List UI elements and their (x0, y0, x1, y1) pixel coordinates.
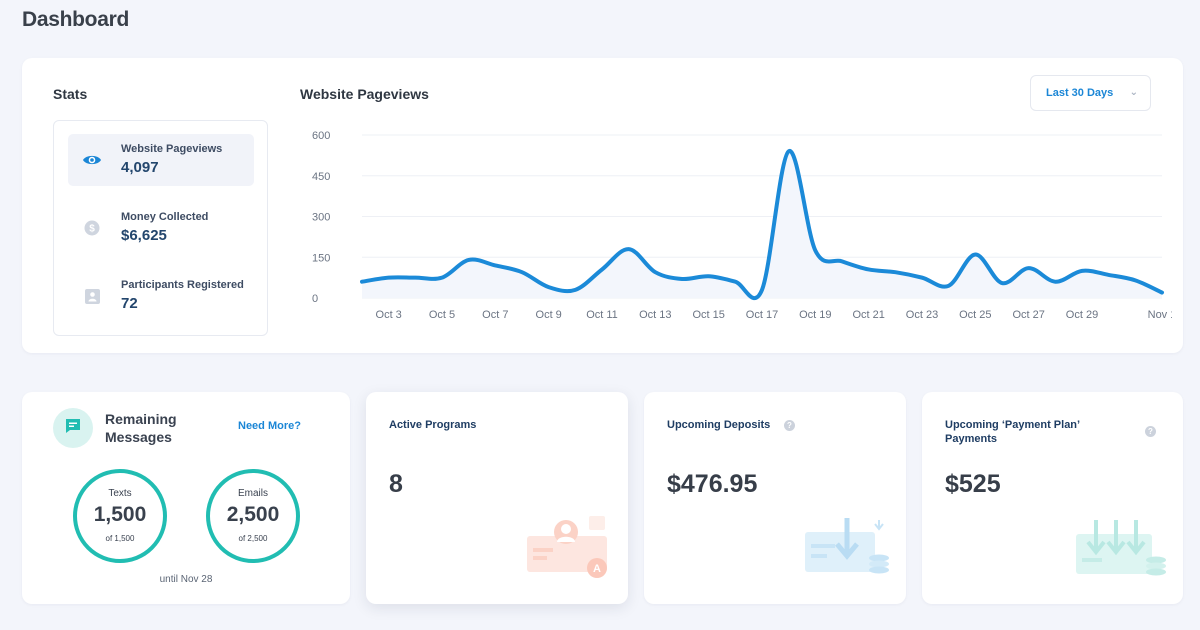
y-tick-label: 450 (312, 171, 330, 183)
pageviews-line (360, 149, 1164, 301)
stat-value: 72 (121, 295, 138, 312)
plan-title: Upcoming ‘Payment Plan’ Payments (945, 419, 1080, 445)
message-icon (64, 417, 82, 440)
texts-label: Texts (108, 488, 132, 499)
stats-title: Stats (53, 86, 88, 102)
active-programs-card[interactable]: Active Programs 8 A (366, 392, 628, 604)
texts-ring: Texts 1,500 of 1,500 (73, 469, 167, 563)
stat-value: 4,097 (121, 159, 159, 176)
x-tick-label: Oct 7 (482, 309, 508, 321)
help-icon[interactable]: ? (1145, 426, 1156, 437)
plan-value: $525 (945, 470, 1001, 498)
until-date: until Nov 28 (159, 574, 213, 585)
svg-text:$: $ (89, 224, 95, 235)
x-tick-label: Oct 29 (1066, 309, 1098, 321)
dollar-icon: $ (81, 217, 103, 239)
stat-item-money[interactable]: $ Money Collected $6,625 (68, 202, 254, 254)
y-tick-label: 150 (312, 252, 330, 264)
x-tick-label: Oct 11 (586, 309, 618, 321)
stats-list: Website Pageviews 4,097 $ Money Collecte… (53, 120, 268, 336)
chart-title: Website Pageviews (300, 86, 429, 102)
svg-text:A: A (593, 563, 601, 575)
x-tick-label: Oct 21 (852, 309, 884, 321)
remaining-messages-card: Remaining Messages Need More? Texts 1,50… (22, 392, 350, 604)
chevron-down-icon: ⌄ (1129, 87, 1138, 98)
stat-label: Participants Registered (121, 279, 244, 291)
stats-card: Stats Website Pageviews 4,097 $ Money Co… (22, 58, 1183, 353)
emails-sub: of 2,500 (238, 534, 268, 543)
x-tick-label: Oct 27 (1012, 309, 1044, 321)
y-tick-label: 300 (312, 212, 330, 224)
stat-item-participants[interactable]: Participants Registered 72 (68, 270, 254, 322)
emails-ring: Emails 2,500 of 2,500 (206, 469, 300, 563)
stat-label: Website Pageviews (121, 143, 223, 155)
programs-title: Active Programs (389, 419, 477, 431)
date-range-select[interactable]: Last 30 Days ⌄ (1030, 75, 1151, 111)
payment-plan-illustration-icon (1076, 520, 1166, 576)
texts-value: 1,500 (93, 503, 147, 526)
x-tick-label: Oct 9 (536, 309, 562, 321)
x-tick-label: Oct 15 (692, 309, 724, 321)
programs-illustration-icon: A (527, 516, 607, 578)
y-tick-label: 600 (312, 130, 330, 142)
x-tick-label: Oct 25 (959, 309, 991, 321)
deposit-illustration-icon (805, 518, 889, 574)
upcoming-deposits-card[interactable]: Upcoming Deposits ? $476.95 (644, 392, 906, 604)
payment-plan-card[interactable]: Upcoming ‘Payment Plan’ Payments ? $525 (922, 392, 1183, 604)
texts-sub: of 1,500 (105, 534, 135, 543)
deposits-value: $476.95 (667, 470, 758, 498)
page-title: Dashboard (22, 8, 129, 31)
y-tick-label: 0 (312, 293, 318, 305)
x-tick-label: Oct 13 (639, 309, 671, 321)
pageviews-chart: 600 450 300 150 0 Oct 3 Oct 5 Oct 7 Oct 9 Oct 11 O… (312, 130, 1172, 321)
help-icon[interactable]: ? (784, 420, 795, 431)
x-tick-label: Oct 19 (799, 309, 831, 321)
stat-label: Money Collected (121, 211, 209, 223)
pageviews-area (362, 150, 1162, 299)
programs-value: 8 (389, 470, 403, 498)
x-tick-label: Oct 23 (906, 309, 938, 321)
x-tick-label: Oct 5 (429, 309, 455, 321)
emails-value: 2,500 (226, 503, 280, 526)
x-tick-label: Nov 1 (1148, 309, 1172, 321)
deposits-title: Upcoming Deposits (667, 419, 771, 431)
eye-icon (81, 149, 103, 171)
message-icon-badge (53, 408, 93, 448)
stat-item-pageviews[interactable]: Website Pageviews 4,097 (68, 134, 254, 186)
date-range-label: Last 30 Days (1046, 87, 1114, 99)
x-tick-label: Oct 3 (376, 309, 402, 321)
need-more-link[interactable]: Need More? (238, 420, 301, 432)
x-tick-label: Oct 17 (746, 309, 778, 321)
participant-icon (81, 285, 103, 307)
messages-title: Remaining Messages (105, 411, 177, 445)
emails-label: Emails (237, 488, 268, 499)
stat-value: $6,625 (121, 227, 167, 244)
